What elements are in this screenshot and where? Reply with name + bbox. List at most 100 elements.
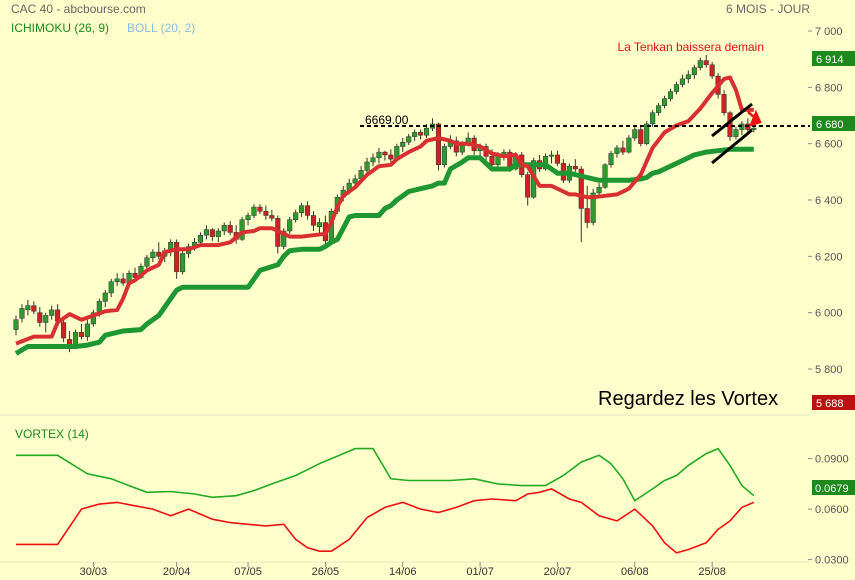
candle-body [310, 215, 317, 226]
candle-body [37, 312, 43, 323]
x-tick-label: 06/08 [621, 566, 649, 578]
candle-body [299, 205, 305, 213]
candle-body [120, 278, 126, 284]
candle-body [102, 292, 108, 302]
candle-body [578, 168, 584, 209]
candle-body [435, 123, 441, 166]
x-tick-label: 07/05 [234, 566, 262, 578]
candle-body [239, 219, 245, 240]
candle-body [114, 278, 120, 282]
candle-body [180, 253, 186, 273]
candle-body [703, 60, 709, 66]
candle-body [656, 105, 662, 113]
candle-body [602, 164, 608, 188]
candle-body [412, 132, 418, 137]
x-tick-label: 14/06 [389, 566, 417, 578]
x-tick-label: 26/05 [312, 566, 340, 578]
candle-body [108, 281, 114, 294]
high-value-text: 6 914 [816, 54, 844, 66]
ichimoku-legend: ICHIMOKU (26, 9) [11, 21, 109, 35]
period-label: 6 MOIS - JOUR [726, 2, 810, 16]
candle-body [489, 156, 495, 166]
candle-body [72, 332, 79, 346]
candle-body [209, 229, 215, 237]
vortex-y-tick-label: 0.0900 [815, 454, 849, 466]
candle-body [572, 165, 578, 170]
candle-body [608, 153, 614, 166]
candle-body [281, 230, 287, 247]
candle-body [31, 305, 37, 312]
candle-body [614, 147, 620, 154]
vortex-y-tick-label: 0.0600 [815, 504, 849, 516]
close-value-text: 6 680 [816, 119, 844, 131]
candle-body [13, 319, 19, 330]
vi-plus-line [16, 447, 755, 502]
vortex-legend: VORTEX (14) [15, 427, 89, 441]
price-y-axis: 7 000 6 800 6 600 6 400 6 200 6 000 5 800 [808, 26, 843, 376]
candle-body [721, 94, 727, 113]
kijun-line [14, 146, 754, 356]
candle-body [382, 151, 388, 156]
vortex-note: Regardez les Vortex [598, 388, 778, 410]
tenkan-line [15, 75, 754, 346]
price-y-tick-label: 7 000 [815, 26, 843, 38]
x-tick-label: 20/04 [163, 566, 191, 578]
candle-body [733, 129, 739, 137]
candle-body [215, 230, 221, 237]
high-value-badge [812, 51, 855, 66]
candle-body [626, 137, 632, 153]
down-arrow-icon [747, 109, 762, 128]
x-tick-label: 25/08 [698, 566, 726, 578]
candle-body [632, 129, 638, 139]
candle-body [287, 219, 293, 232]
candle-body [697, 60, 703, 68]
candle-body [269, 215, 275, 219]
candle-body [352, 178, 358, 184]
candle-body [25, 305, 31, 311]
candle-body [751, 127, 757, 130]
candle-body [685, 74, 691, 80]
candle-body [376, 151, 382, 159]
candle-body [132, 272, 138, 278]
candle-body [370, 157, 376, 163]
tenkan-note: La Tenkan baissera demain [617, 40, 764, 54]
candle-body [43, 315, 49, 323]
candle-body [620, 147, 626, 153]
candle-body [679, 78, 685, 85]
candle-body [453, 140, 459, 153]
price-y-tick-label: 6 600 [815, 139, 843, 151]
price-y-tick-label: 6 200 [815, 251, 843, 263]
candle-body [84, 323, 90, 337]
candle-body [388, 154, 394, 160]
candle-body [19, 308, 25, 319]
candle-body [150, 251, 156, 258]
candle-body [263, 211, 269, 216]
x-axis: 30/03 20/04 07/05 26/05 14/06 01/07 20/07 06/08… [80, 562, 726, 578]
candle-body [644, 123, 650, 144]
candle-body [221, 225, 227, 232]
candle-body [424, 127, 430, 136]
candle-body [584, 208, 590, 223]
price-y-tick-label: 6 400 [815, 195, 843, 207]
price-y-tick-label: 6 000 [815, 308, 843, 320]
price-y-tick-label: 6 800 [815, 82, 843, 94]
candle-body [441, 146, 447, 166]
vortex-y-tick-label: 0.0300 [815, 555, 849, 567]
candle-body [638, 129, 644, 144]
candle-body [673, 84, 680, 92]
candle-body [691, 67, 697, 75]
low-value-text: 5 688 [816, 398, 844, 410]
candle-body [525, 174, 531, 198]
candle-body [590, 192, 596, 223]
candle-body [596, 187, 602, 194]
candle-body [227, 225, 233, 233]
candle-body [709, 64, 715, 77]
boll-legend: BOLL (20, 2) [127, 21, 195, 35]
candle-body [144, 257, 150, 267]
candle-body [305, 205, 311, 216]
vortex-value-text: 0.0679 [815, 483, 849, 495]
candle-body [251, 206, 257, 216]
candle-body [168, 242, 174, 250]
